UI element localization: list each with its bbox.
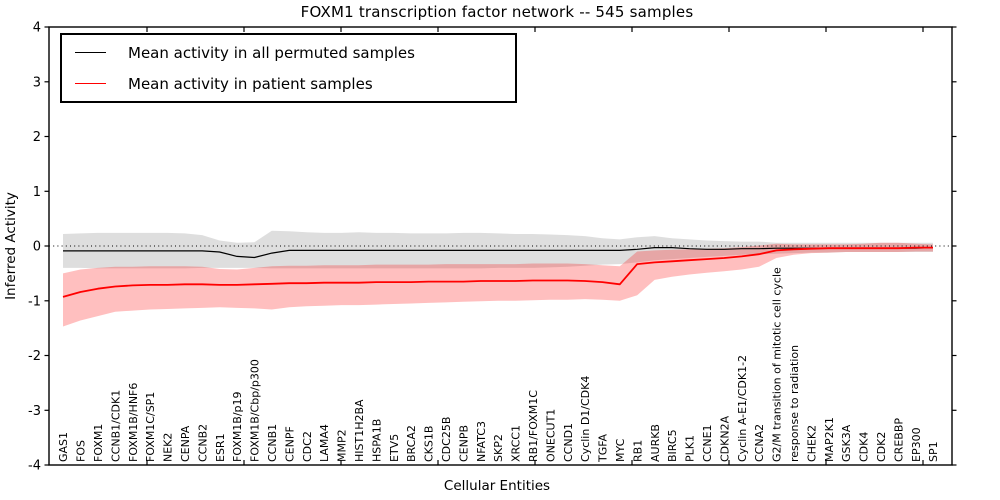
permuted-mean-line	[63, 247, 934, 259]
x-category-label: HIST1H2BA	[353, 399, 366, 462]
x-category-label: CENPA	[179, 425, 192, 462]
x-category-label: FOXM1B/p19	[231, 391, 244, 462]
x-category-label: LAMA4	[318, 424, 331, 462]
x-category-label: FOXM1C/SP1	[144, 392, 157, 462]
x-category-label: GSK3A	[840, 424, 853, 462]
x-category-label: CDC2	[301, 431, 314, 462]
x-category-label: CCNB1/CDK1	[109, 390, 122, 462]
legend-box: Mean activity in all permuted samples Me…	[60, 33, 517, 103]
x-category-label: SP1	[927, 441, 940, 462]
x-category-label: AURKB	[649, 424, 662, 462]
x-category-label: CCNA2	[753, 424, 766, 462]
x-category-label: ONECUT1	[544, 409, 557, 462]
x-category-label: RB1/FOXM1C	[527, 390, 540, 462]
y-tick-label: 4	[33, 21, 41, 36]
x-category-label: CDC25B	[440, 417, 453, 462]
x-category-label: FOXM1	[92, 424, 105, 462]
x-category-label: BIRC5	[666, 429, 679, 462]
x-axis-ticks	[146, 27, 924, 465]
y-tick-label: 3	[33, 75, 41, 90]
x-category-label: Cyclin D1/CDK4	[579, 376, 592, 462]
patient-band	[63, 242, 933, 327]
y-tick-label: -4	[28, 459, 41, 474]
x-category-label: ETV5	[388, 434, 401, 462]
x-category-label: FOXM1B/Cbp/p300	[249, 359, 262, 462]
permuted-band	[63, 230, 933, 269]
x-category-label: HSPA1B	[370, 419, 383, 462]
x-category-label: TGFA	[597, 433, 610, 463]
y-tick-label: 1	[33, 185, 41, 200]
x-category-label: CCND1	[562, 423, 575, 462]
y-axis-ticks: 4 3 2 1 0 -1 -2 -3 -4	[28, 21, 957, 474]
x-category-label: EP300	[910, 427, 923, 462]
x-category-labels: GAS1 FOS FOXM1 CCNB1/CDK1 FOXM1B/HNF6 FOXM1C/…	[57, 267, 940, 463]
x-category-label: XRCC1	[510, 425, 523, 462]
x-category-label: G2/M transition of mitotic cell cycle	[771, 267, 784, 462]
x-category-label: Cyclin A-E1/CDK1-2	[736, 355, 749, 462]
legend-entry-label: Mean activity in all permuted samples	[128, 43, 415, 62]
x-category-label: RB1	[631, 440, 644, 462]
x-category-label: SKP2	[492, 434, 505, 462]
chart-title: FOXM1 transcription factor network -- 54…	[300, 3, 694, 21]
x-category-label: GAS1	[57, 432, 70, 462]
x-category-label: MMP2	[336, 429, 349, 462]
x-category-label: NEK2	[162, 433, 175, 462]
y-tick-label: -1	[28, 294, 41, 309]
x-category-label: BRCA2	[405, 425, 418, 462]
legend-entry-patient: Mean activity in patient samples	[62, 70, 515, 98]
y-axis-label: Inferred Activity	[3, 192, 19, 300]
y-tick-label: 0	[33, 240, 41, 255]
y-tick-label: 2	[33, 130, 41, 145]
x-category-label: CREBBP	[892, 418, 905, 462]
legend-entry-label: Mean activity in patient samples	[128, 74, 373, 93]
x-category-label: CENPF	[283, 426, 296, 462]
x-axis-label: Cellular Entities	[443, 478, 551, 494]
x-category-label: FOXM1B/HNF6	[127, 383, 140, 462]
x-category-label: FOS	[75, 440, 88, 462]
patient-line-swatch-icon	[75, 83, 106, 84]
x-category-label: MYC	[614, 438, 627, 462]
y-tick-label: -2	[28, 349, 41, 364]
x-category-label: NFATC3	[475, 421, 488, 462]
x-category-label: MAP2K1	[823, 417, 836, 462]
x-category-label: CDKN2A	[718, 415, 731, 462]
x-category-label: ESR1	[214, 433, 227, 462]
x-category-label: response to radiation	[788, 345, 801, 462]
y-tick-label: -3	[28, 404, 41, 419]
x-category-label: CCNB1	[266, 424, 279, 462]
x-category-label: CDK2	[875, 432, 888, 462]
legend-entry-permuted: Mean activity in all permuted samples	[62, 39, 515, 67]
x-category-label: PLK1	[684, 435, 697, 462]
x-category-label: CCNE1	[701, 424, 714, 462]
permuted-line-swatch-icon	[75, 52, 106, 53]
x-category-label: CKS1B	[423, 426, 436, 462]
x-category-label: CHEK2	[805, 425, 818, 462]
x-category-label: CCNB2	[196, 424, 209, 462]
x-category-label: CDK4	[858, 432, 871, 462]
patient-mean-line	[62, 246, 933, 298]
x-category-label: CENPB	[457, 425, 470, 462]
